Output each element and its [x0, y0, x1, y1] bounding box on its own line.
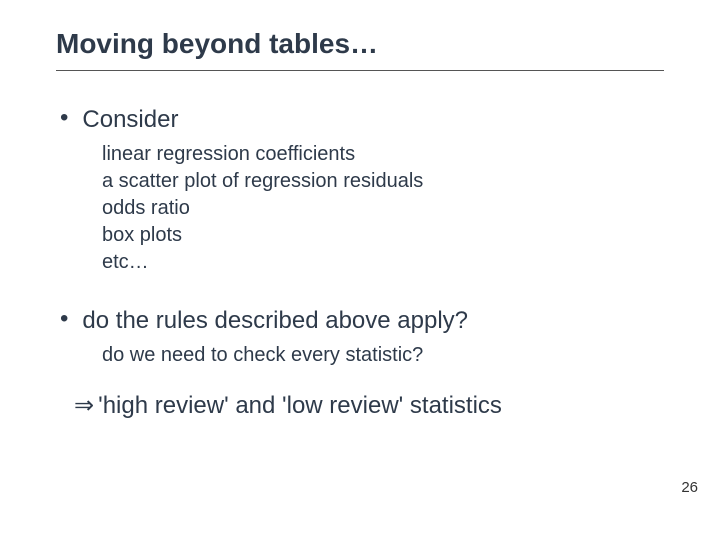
sub-bullet: a scatter plot of regression residuals — [102, 168, 664, 195]
bullet-dot-icon: • — [60, 105, 68, 131]
sub-bullet: box plots — [102, 222, 664, 249]
sub-bullet-block: do we need to check every statistic? — [102, 342, 664, 369]
sub-bullet: odds ratio — [102, 195, 664, 222]
conclusion-line: ⇒ 'high review' and 'low review' statist… — [74, 391, 664, 421]
sub-bullet: etc… — [102, 249, 664, 276]
double-arrow-icon: ⇒ — [74, 391, 94, 421]
bullet-level1: • do the rules described above apply? — [56, 306, 664, 336]
sub-bullet: do we need to check every statistic? — [102, 342, 664, 369]
bullet-dot-icon: • — [60, 306, 68, 332]
bullet-level1: • Consider — [56, 105, 664, 135]
page-number: 26 — [681, 479, 698, 496]
bullet-text: Consider — [82, 105, 178, 135]
title-underline — [56, 70, 664, 71]
sub-bullet: linear regression coefficients — [102, 141, 664, 168]
bullet-text: do the rules described above apply? — [82, 306, 468, 336]
sub-bullet-block: linear regression coefficients a scatter… — [102, 141, 664, 276]
conclusion-text: 'high review' and 'low review' statistic… — [98, 391, 502, 421]
slide-title: Moving beyond tables… — [56, 28, 664, 60]
slide: Moving beyond tables… • Consider linear … — [0, 0, 720, 540]
